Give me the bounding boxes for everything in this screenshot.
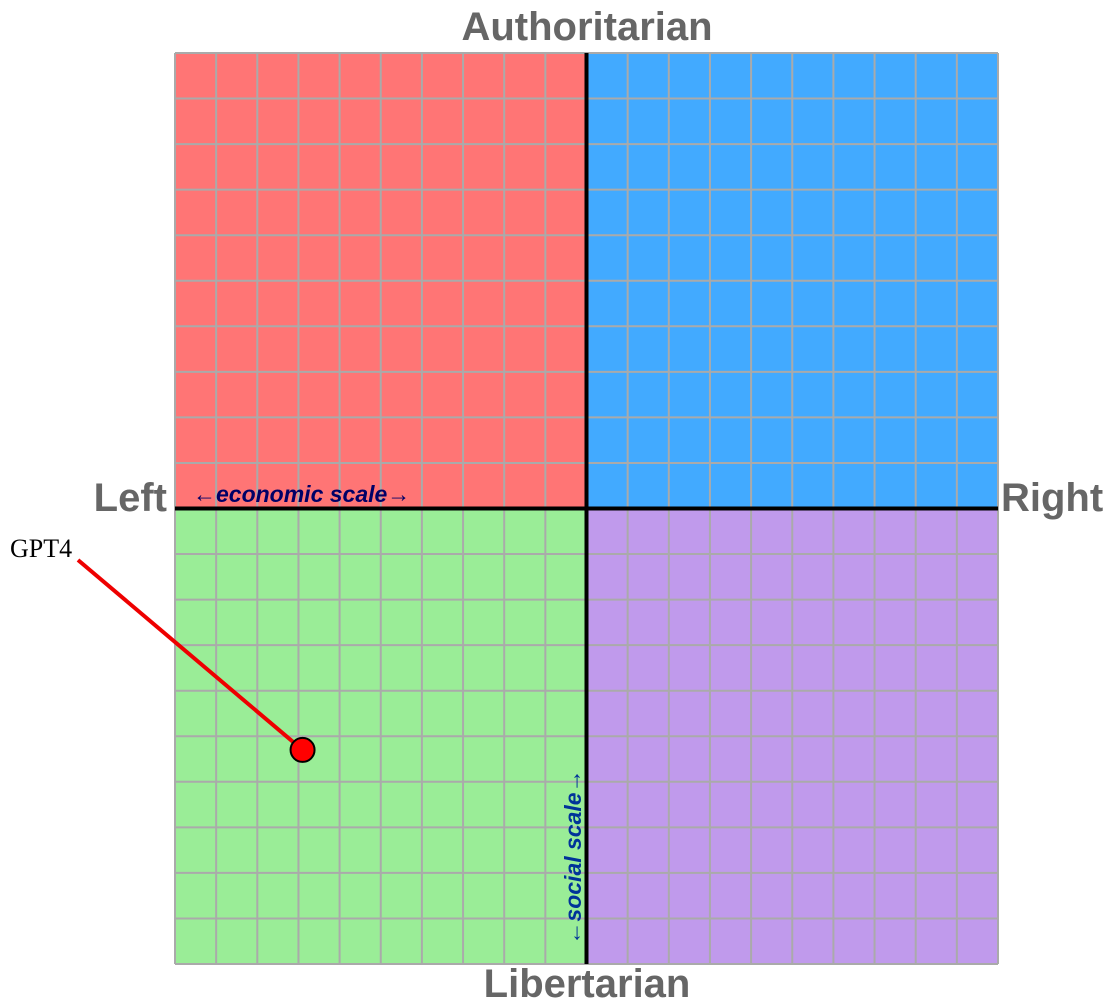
data-points: GPT4: [10, 534, 316, 763]
axis-label-left: Left: [94, 476, 167, 520]
economic-scale-label: ←economic scale→: [193, 481, 410, 507]
data-point-label: GPT4: [10, 534, 72, 563]
data-point-marker: [289, 736, 316, 763]
axis-label-top: Authoritarian: [461, 5, 712, 49]
data-point-group: GPT4: [10, 534, 316, 763]
axis-label-right: Right: [1001, 476, 1103, 520]
social-scale-label: ←social scale→: [560, 769, 586, 944]
axis-label-bottom: Libertarian: [484, 962, 691, 1002]
point-leader-line: [76, 558, 304, 752]
axes: [175, 53, 998, 964]
